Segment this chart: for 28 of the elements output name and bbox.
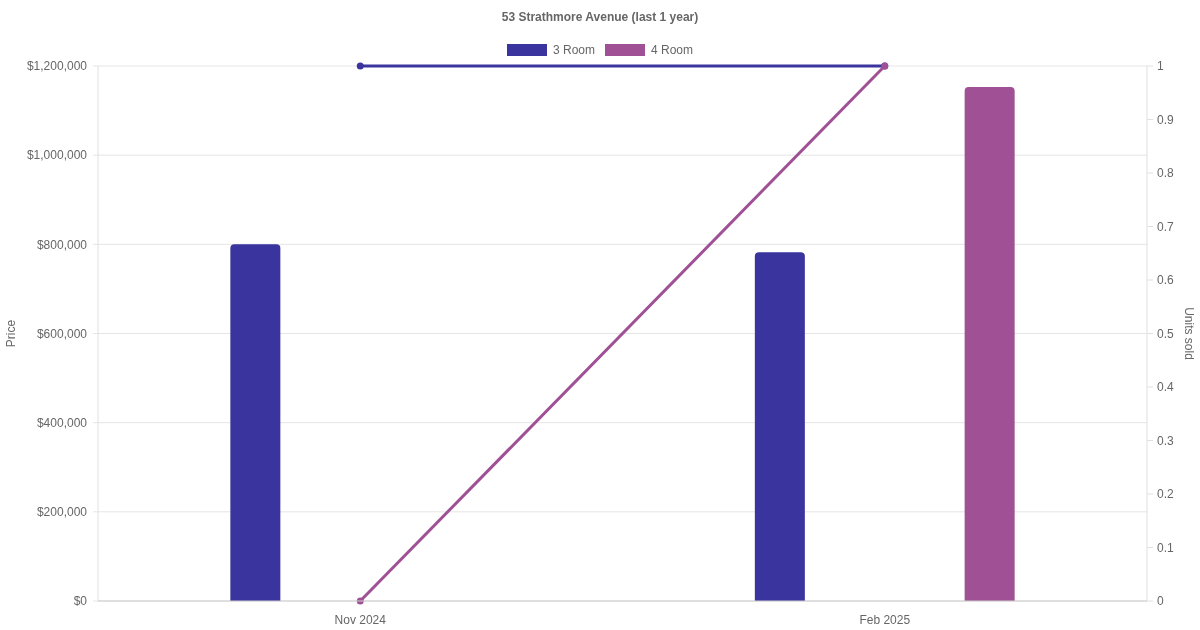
chart-title: 53 Strathmore Avenue (last 1 year) (501, 10, 699, 24)
y2-tick-label: 0 (1157, 594, 1164, 609)
y2-tick-label: 0.5 (1157, 326, 1175, 341)
y2-tick-label: 0.7 (1157, 219, 1175, 234)
y-tick-label: $800,000 (36, 237, 88, 252)
y-tick-label: $400,000 (36, 415, 88, 430)
legend-label: 3 Room (552, 43, 596, 58)
y2-tick-label: 0.1 (1157, 540, 1175, 555)
y2-tick-label: 0.6 (1157, 273, 1175, 288)
y-tick-label: $0 (73, 594, 88, 609)
y-tick-label: $600,000 (36, 326, 88, 341)
y2-tick-label: 0.3 (1157, 433, 1175, 448)
bar (754, 252, 805, 601)
x-tick-label: Nov 2024 (334, 613, 387, 628)
bar (230, 244, 281, 601)
y-axis-title: Price (4, 319, 18, 348)
y-tick-label: $1,000,000 (26, 148, 88, 163)
x-tick-label: Feb 2025 (859, 613, 911, 628)
y-tick-label: $200,000 (36, 505, 88, 520)
bar (964, 86, 1015, 601)
y-tick-label: $1,200,000 (26, 59, 88, 74)
y2-tick-label: 0.2 (1157, 487, 1175, 502)
y2-tick-label: 0.9 (1157, 112, 1175, 127)
legend-label: 4 Room (651, 43, 694, 58)
y2-tick-label: 1 (1157, 59, 1164, 74)
y2-axis-title: Units sold (1182, 307, 1196, 360)
y2-tick-label: 0.8 (1157, 166, 1175, 181)
y2-tick-label: 0.4 (1157, 380, 1175, 395)
